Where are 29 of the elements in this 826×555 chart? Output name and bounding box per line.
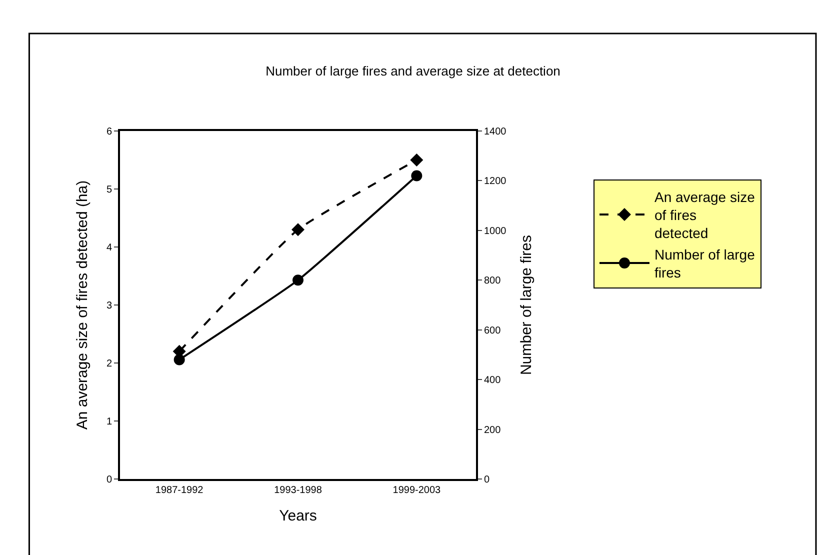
y-tick-label: 0 — [106, 474, 112, 486]
x-tick-label: 1993-1998 — [274, 485, 322, 496]
y2-tick-label: 1000 — [484, 226, 507, 237]
legend-label: An average size of fires detected — [654, 188, 756, 242]
y-tick-label: 2 — [106, 358, 112, 370]
point — [411, 170, 422, 182]
y2-tick-label: 600 — [484, 325, 502, 336]
y-tick-label: 1 — [106, 416, 112, 428]
y2-tick-label: 1200 — [484, 176, 507, 188]
point — [410, 154, 424, 166]
x-tick-label: 1999-2003 — [392, 485, 442, 496]
y-tick-label: 3 — [106, 300, 112, 312]
y-tick-label: 6 — [106, 126, 112, 138]
x-axis-title: Years — [279, 508, 317, 524]
y2-tick-label: 200 — [484, 424, 502, 436]
y2-tick-label: 800 — [484, 276, 502, 287]
point — [292, 274, 304, 286]
chart-title: Number of large fires and average size at detection — [266, 64, 560, 79]
y-tick-label: 5 — [106, 184, 112, 196]
point — [292, 223, 304, 236]
y2-tick-label: 400 — [484, 375, 502, 386]
point — [174, 354, 185, 366]
y2-tick-label: 1400 — [484, 126, 507, 138]
legend-label: Number of large fires — [654, 246, 756, 281]
y-axis-title: An average size of fires detected (ha) — [74, 180, 92, 430]
x-tick-label: 1987-1992 — [155, 485, 204, 496]
y2-tick-label: 0 — [484, 474, 490, 486]
y-tick-label: 4 — [106, 242, 112, 254]
y2-axis-title: Number of large fires — [518, 234, 536, 376]
